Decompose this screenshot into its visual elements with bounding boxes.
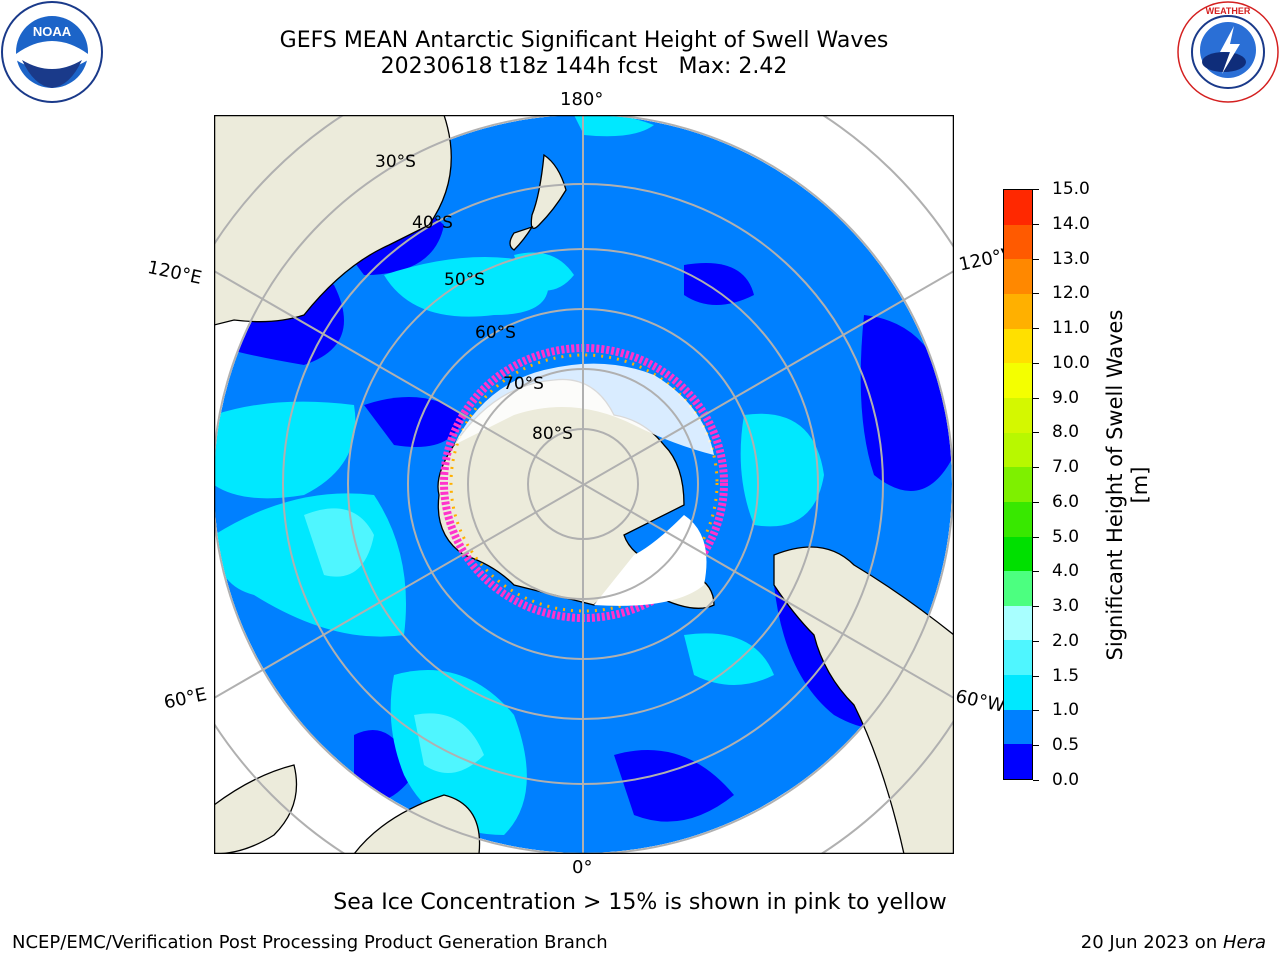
colorbar-tick-label: 12.0 (1052, 283, 1090, 304)
colorbar-segment-10 (1004, 397, 1032, 433)
colorbar-segment-2 (1004, 675, 1032, 710)
sea-ice-note: Sea Ice Concentration > 15% is shown in … (333, 890, 947, 915)
colorbar-segment-11 (1004, 363, 1032, 398)
colorbar-ticks: 0.0 0.5 1.0 1.5 2.0 3.0 4.0 5.0 6.0 7.0 8.0 9.0 10.0… (1033, 179, 1093, 790)
footer-date: 20 Jun 2023 on Hera (1081, 932, 1266, 953)
colorbar-tick-label: 5.0 (1052, 526, 1080, 547)
colorbar-tick-label: 3.0 (1052, 596, 1080, 617)
lon-label-180: 180° (560, 89, 604, 110)
colorbar-segment-6 (1004, 536, 1032, 572)
lat-label-30s: 30°S (375, 152, 416, 172)
colorbar-segment-4 (1004, 605, 1032, 641)
lon-label-0: 0° (572, 857, 593, 878)
colorbar-tick-label: 7.0 (1052, 457, 1080, 478)
colorbar-tick-mark (1033, 223, 1039, 225)
colorbar-tick-label: 2.0 (1052, 630, 1080, 651)
lat-label-70s: 70°S (503, 374, 544, 394)
colorbar-tick-mark (1033, 710, 1039, 712)
colorbar-tick-mark (1033, 467, 1039, 469)
colorbar-segment-16 (1004, 190, 1032, 225)
colorbar-tick-mark (1033, 571, 1039, 573)
colorbar-tick-mark (1033, 501, 1039, 503)
colorbar-tick-label: 11.0 (1052, 318, 1090, 339)
footer-date-text: 20 Jun 2023 on (1080, 932, 1223, 953)
colorbar-tick-mark (1033, 328, 1039, 330)
colorbar-segment-0 (1004, 744, 1032, 779)
colorbar-segment-15 (1004, 224, 1032, 260)
chart-subtitle: 20230618 t18z 144h fcst Max: 2.42 (380, 54, 788, 79)
colorbar-tick-mark (1033, 675, 1039, 677)
land (214, 115, 954, 854)
colorbar-title: Significant Height of Swell Waves [m] (1103, 309, 1152, 661)
colorbar-segment-14 (1004, 259, 1032, 295)
colorbar-tick-mark (1033, 606, 1039, 608)
colorbar-segment-9 (1004, 432, 1032, 468)
colorbar-tick-label: 1.5 (1052, 665, 1080, 686)
colorbar-tick-label: 6.0 (1052, 491, 1080, 512)
nws-logo-icon: WEATHER (1177, 1, 1279, 103)
svg-text:WEATHER: WEATHER (1206, 6, 1251, 16)
colorbar-tick-label: 15.0 (1052, 179, 1090, 199)
noaa-logo-icon: NOAA (1, 1, 103, 103)
colorbar-tick-mark (1033, 293, 1039, 295)
colorbar-segment-12 (1004, 328, 1032, 364)
lon-label-60e: 60°E (162, 684, 209, 714)
colorbar-tick-label: 10.0 (1052, 352, 1090, 373)
lon-label-60w: 60°W (953, 686, 1007, 717)
colorbar-tick-label: 8.0 (1052, 422, 1080, 443)
colorbar-segment-7 (1004, 501, 1032, 537)
colorbar (1003, 189, 1033, 780)
colorbar-tick-mark (1033, 780, 1039, 781)
colorbar-tick-mark (1033, 189, 1039, 190)
colorbar-tick-label: 1.0 (1052, 700, 1080, 721)
colorbar-segment-13 (1004, 294, 1032, 329)
colorbar-tick-label: 4.0 (1052, 561, 1080, 582)
colorbar-tick-mark (1033, 745, 1039, 747)
svg-text:NOAA: NOAA (33, 24, 72, 39)
colorbar-tick-label: 9.0 (1052, 387, 1080, 408)
footer-machine: Hera (1222, 932, 1266, 953)
colorbar-tick-label: 13.0 (1052, 248, 1090, 269)
colorbar-tick-label: 14.0 (1052, 213, 1090, 234)
colorbar-tick-label: 0.0 (1052, 770, 1080, 790)
chart-title: GEFS MEAN Antarctic Significant Height o… (279, 28, 889, 53)
colorbar-segment-5 (1004, 571, 1032, 606)
colorbar-tick-label: 0.5 (1052, 735, 1080, 756)
colorbar-tick-mark (1033, 258, 1039, 260)
colorbar-tick-mark (1033, 640, 1039, 642)
colorbar-tick-mark (1033, 536, 1039, 538)
colorbar-tick-mark (1033, 362, 1039, 364)
colorbar-tick-mark (1033, 397, 1039, 399)
lon-label-120e: 120°E (145, 257, 204, 289)
lat-label-50s: 50°S (444, 270, 485, 290)
lat-label-80s: 80°S (532, 424, 573, 444)
polar-map (214, 115, 954, 854)
colorbar-segment-8 (1004, 467, 1032, 502)
colorbar-segment-1 (1004, 709, 1032, 745)
colorbar-tick-mark (1033, 432, 1039, 434)
colorbar-segment-3 (1004, 640, 1032, 676)
footer-credit: NCEP/EMC/Verification Post Processing Pr… (12, 932, 608, 953)
lat-label-40s: 40°S (412, 213, 453, 233)
lat-label-60s: 60°S (475, 323, 516, 343)
